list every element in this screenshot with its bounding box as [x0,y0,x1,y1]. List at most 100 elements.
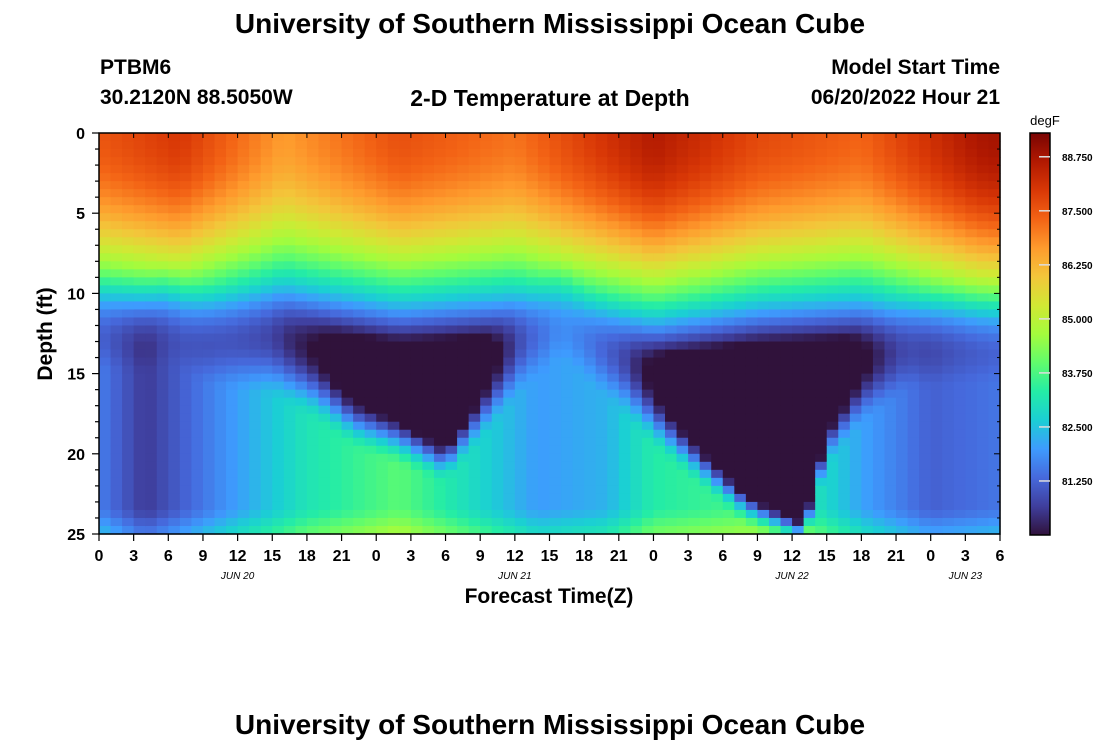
heatmap-cell [734,197,747,206]
heatmap-cell [260,349,273,359]
heatmap-cell [838,477,851,487]
heatmap-cell [122,389,135,399]
heatmap-cell [584,485,597,495]
heatmap-cell [191,421,204,431]
heatmap-cell [445,485,458,495]
heatmap-cell [976,237,990,246]
heatmap-cell [641,405,655,415]
heatmap-cell [953,357,966,367]
heatmap-cell [445,269,458,278]
heatmap-cell [156,189,169,198]
heatmap-cell [803,173,816,182]
colorbar-ticks: 88.75087.50086.25085.00083.75082.50081.2… [1039,153,1093,488]
heatmap-cell [792,333,805,343]
heatmap-cell [168,525,181,535]
heatmap-cell [988,501,1001,511]
heatmap-cell [537,325,551,335]
heatmap-cell [653,493,666,503]
heatmap-cell [214,301,227,311]
heatmap-cell [133,205,146,214]
heatmap-cell [665,157,678,166]
heatmap-cell [283,189,296,198]
heatmap-cell [953,221,966,230]
heatmap-cell [191,461,204,471]
heatmap-cell [976,437,990,447]
heatmap-cell [306,469,320,479]
heatmap-cell [872,317,886,327]
heatmap-cell [457,221,470,230]
heatmap-cell [792,165,805,174]
heatmap-cell [861,477,874,487]
heatmap-cell [965,197,978,206]
heatmap-cell [618,341,631,351]
heatmap-cell [884,189,897,198]
heatmap-cell [306,221,320,230]
heatmap-cell [503,445,516,455]
heatmap-cell [826,469,839,479]
heatmap-cell [330,173,343,182]
heatmap-cell [919,205,932,214]
heatmap-cell [872,485,886,495]
heatmap-cell [249,165,262,174]
heatmap-cell [780,509,793,519]
x-tick-label: 0 [95,548,104,565]
heatmap-cell [318,341,331,351]
heatmap-cell [815,461,828,471]
heatmap-cell [122,453,135,463]
heatmap-cell [179,245,193,254]
heatmap-cell [399,485,412,495]
heatmap-cell [815,213,828,222]
heatmap-cell [145,429,158,439]
heatmap-cell [872,221,886,230]
heatmap-cell [514,429,527,439]
heatmap-cell [907,445,920,455]
heatmap-cell [353,429,366,439]
heatmap-cell [306,501,320,511]
colorbar-tick-label: 81.250 [1062,477,1093,488]
heatmap-cell [503,333,516,343]
heatmap-cell [491,189,504,198]
heatmap-cell [630,477,643,487]
heatmap-cell [688,525,701,535]
heatmap-cell [237,421,250,431]
heatmap-cell [572,421,585,431]
heatmap-cell [976,525,990,535]
heatmap-cell [838,509,851,519]
heatmap-cell [838,173,851,182]
heatmap-cell [514,445,527,455]
heatmap-cell [699,453,712,463]
heatmap-cell [330,133,343,142]
heatmap-cell [745,397,759,407]
heatmap-cell [965,493,978,503]
heatmap-cell [399,477,412,487]
heatmap-cell [260,477,273,487]
heatmap-cell [376,245,389,254]
heatmap-cell [202,245,216,254]
heatmap-cell [457,469,470,479]
heatmap-cell [214,237,227,246]
heatmap-cell [341,197,354,206]
y-tick-label: 20 [67,447,85,464]
heatmap-cell [249,229,262,238]
heatmap-cell [942,445,955,455]
heatmap-cell [330,285,343,294]
heatmap-cell [122,285,135,294]
heatmap-cell [480,469,493,479]
heatmap-cell [249,141,262,150]
heatmap-cell [283,213,296,222]
heatmap-cell [572,317,585,327]
heatmap-cell [838,317,851,327]
heatmap-cell [572,373,585,383]
heatmap-cell [480,309,493,319]
heatmap-cell [249,453,262,463]
heatmap-cell [433,325,447,335]
heatmap-cell [907,525,920,535]
heatmap-cell [283,429,296,439]
heatmap-cell [653,509,666,519]
heatmap-cell [295,133,308,142]
heatmap-cell [468,397,481,407]
heatmap-cell [572,165,585,174]
heatmap-cell [641,493,655,503]
heatmap-cell [896,237,909,246]
heatmap-cell [295,333,308,343]
